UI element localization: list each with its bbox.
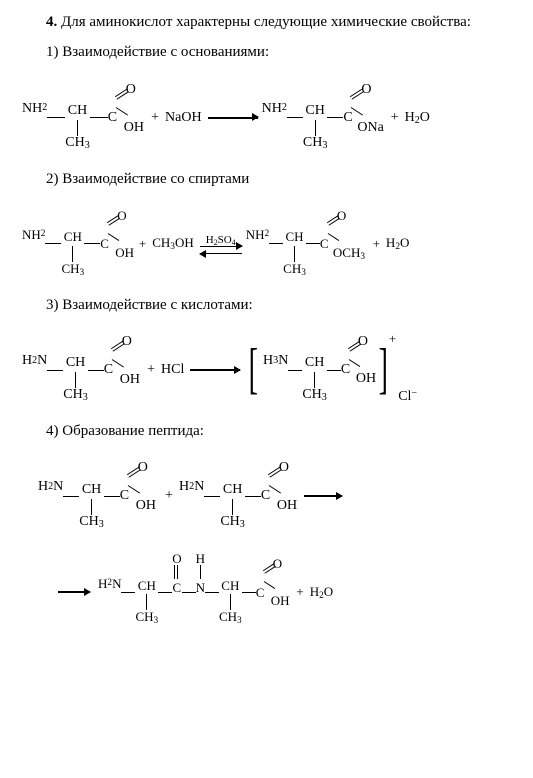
plus-sign: + <box>391 110 399 126</box>
reactant-alanine: NH2 CH CH3 C O .co .dbl::before{top:-2px… <box>22 77 147 159</box>
plus-sign: + <box>165 488 173 504</box>
arrow-icon <box>58 591 90 593</box>
product-cation: [ H3N CHCH3 C O OH ] + <box>244 329 396 411</box>
arrow-icon <box>208 117 258 119</box>
reagent-hcl: HCl <box>161 362 184 378</box>
product-alanine-na: NH2 CH CH3 C O ONa <box>262 77 387 159</box>
reaction-2: NH2 CHCH3 C O OH + CH3OH H2SO4 NH2 CHCH3… <box>22 203 515 285</box>
item-1: 1) Взаимодействие с основаниями: <box>18 42 515 62</box>
reagent-naoh: NaOH <box>165 110 202 126</box>
reagent-ch3oh: CH3OH <box>152 235 194 252</box>
product-dipeptide: H2N CHCH3 O C H N CHCH3 C O <box>98 551 292 633</box>
item-2: 2) Взаимодействие со спиртами <box>18 169 515 189</box>
reactant-ala-1: H2N CHCH3 C O OH <box>38 455 159 537</box>
intro-text: Для аминокислот характерны следующие хим… <box>61 14 471 30</box>
q-number: 4. <box>46 14 57 30</box>
plus-sign: + <box>296 584 303 600</box>
reaction-4-line2: H2N CHCH3 O C H N CHCH3 C O <box>54 551 515 633</box>
question-intro: 4. Для аминокислот характерны следующие … <box>18 12 515 32</box>
reactant-alanine: H2N CHCH3 C O OH <box>22 329 143 411</box>
product-h2o: H2O <box>310 584 333 601</box>
reaction-4-line1: H2N CHCH3 C O OH + H2N CHCH3 C O OH <box>38 455 515 537</box>
reaction-3: H2N CHCH3 C O OH + HCl [ H3N CHCH3 C O <box>22 329 515 411</box>
arrow-icon <box>304 495 342 497</box>
product-ester: NH2 CHCH3 C O OCH3 <box>246 203 369 285</box>
chloride-anion: Cl− <box>398 388 417 405</box>
item-3: 3) Взаимодействие с кислотами: <box>18 295 515 315</box>
arrow-icon <box>190 369 240 371</box>
plus-sign: + <box>373 236 380 252</box>
reaction-1: NH2 CH CH3 C O .co .dbl::before{top:-2px… <box>22 77 515 159</box>
product-h2o: H2O <box>405 110 430 126</box>
plus-sign: + <box>147 362 155 378</box>
charge-plus: + <box>389 331 396 347</box>
plus-sign: + <box>151 110 159 126</box>
item-4: 4) Образование пептида: <box>18 421 515 441</box>
plus-sign: + <box>139 236 146 252</box>
reactant-alanine: NH2 CHCH3 C O OH <box>22 203 135 285</box>
equilibrium-arrow-icon: H2SO4 <box>200 234 242 254</box>
reactant-ala-2: H2N CHCH3 C O OH <box>179 455 300 537</box>
product-h2o: H2O <box>386 235 409 252</box>
